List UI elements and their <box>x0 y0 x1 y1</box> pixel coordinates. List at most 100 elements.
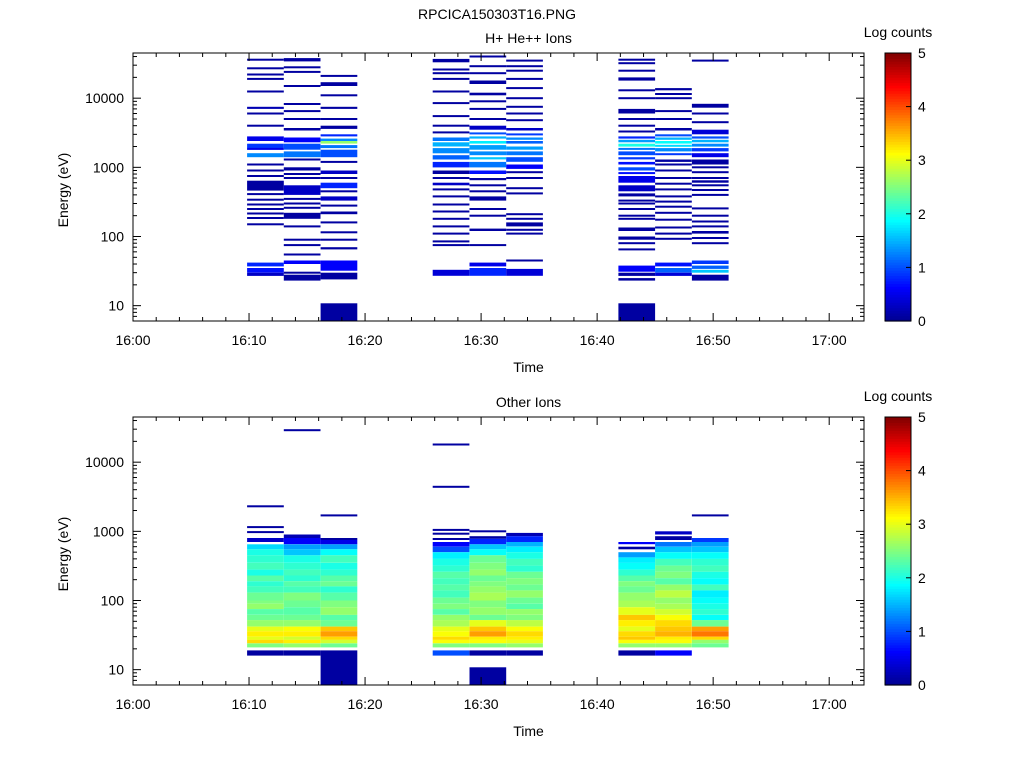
colorbar-swatch <box>885 138 911 143</box>
colorbar-swatch <box>885 170 911 175</box>
panel-1: 16:00 16:10 16:20 16:30 16:40 16:50 17:0010100… <box>55 24 932 375</box>
heatmap-cell <box>469 536 507 539</box>
colorbar-swatch <box>885 516 911 520</box>
colorbar-swatch <box>885 441 911 445</box>
heatmap-cell <box>691 148 729 152</box>
heatmap-cell <box>655 137 692 140</box>
heatmap-cell <box>691 269 729 273</box>
heatmap-cell <box>506 636 543 640</box>
heatmap-cell <box>469 72 507 75</box>
heatmap-cell <box>655 639 692 644</box>
heatmap-cell <box>618 242 656 245</box>
heatmap-cell <box>618 650 656 656</box>
colorbar-swatch <box>885 195 911 199</box>
heatmap-cell <box>320 190 358 193</box>
heatmap-cell <box>506 128 543 131</box>
colorbar-swatch <box>885 259 911 263</box>
colorbar-tick-label: 3 <box>918 516 926 532</box>
heatmap-cell <box>506 69 543 72</box>
heatmap-cell <box>283 118 321 120</box>
heatmap-cell <box>247 592 284 601</box>
colorbar-swatch <box>885 591 911 595</box>
heatmap-cell <box>320 182 358 189</box>
heatmap-cell <box>655 590 692 598</box>
colorbar-swatch <box>885 567 911 571</box>
heatmap-cell <box>432 578 470 585</box>
heatmap-cell <box>506 578 543 585</box>
colorbar-swatch <box>885 240 911 244</box>
colorbar-swatch <box>885 93 911 97</box>
colorbar-swatch <box>885 642 911 646</box>
colorbar-swatch <box>885 422 911 426</box>
heatmap-cell <box>432 188 470 191</box>
heatmap-cell <box>283 137 321 143</box>
heatmap-cell <box>283 173 321 175</box>
colorbar-swatch <box>885 620 911 624</box>
heatmap-cell <box>283 151 321 158</box>
colorbar-swatch <box>885 674 911 678</box>
colorbar-swatch <box>885 85 911 89</box>
colorbar-swatch <box>885 644 911 649</box>
heatmap-cell <box>655 542 692 547</box>
colorbar-swatch <box>885 433 911 437</box>
plot-frame <box>132 416 865 686</box>
heatmap-cell <box>655 148 692 152</box>
heatmap-cell <box>469 636 507 640</box>
heatmap-cell <box>506 614 543 621</box>
colorbar-swatch <box>885 192 911 196</box>
heatmap-cell <box>655 188 692 191</box>
heatmap-cell <box>618 58 656 61</box>
heatmap-cell <box>506 217 543 220</box>
heatmap-cell <box>691 207 729 210</box>
colorbar-swatch <box>885 618 911 622</box>
heatmap-cell <box>691 558 729 566</box>
heatmap-cell <box>283 253 321 256</box>
heatmap-cell <box>283 636 321 640</box>
x-tick-label: 16:50 <box>696 696 731 712</box>
colorbar-swatch <box>885 510 911 515</box>
heatmap-cell <box>691 265 729 269</box>
heatmap-cell <box>618 97 656 100</box>
colorbar-swatch <box>885 87 911 92</box>
colorbar-swatch <box>885 58 911 62</box>
colorbar-swatch <box>885 615 911 619</box>
heatmap-cell <box>469 151 507 156</box>
heatmap-cell <box>691 184 729 187</box>
colorbar-swatch <box>885 69 911 73</box>
heatmap-cell <box>691 214 729 217</box>
heatmap-cell <box>506 59 543 62</box>
colorbar-swatch <box>885 459 911 464</box>
heatmap-cell <box>283 614 321 621</box>
heatmap-cell <box>655 226 692 229</box>
heatmap-cell <box>320 544 358 550</box>
heatmap-cell <box>691 225 729 228</box>
heatmap-cell <box>618 130 656 133</box>
x-tick-label: 17:00 <box>812 696 847 712</box>
heatmap-cell <box>247 212 284 215</box>
heatmap-cell <box>618 586 656 593</box>
heatmap-cell <box>506 228 543 231</box>
heatmap-cell <box>320 540 358 545</box>
heatmap-cell <box>320 631 358 637</box>
heatmap-cell <box>432 485 470 488</box>
heatmap-cell <box>432 538 470 540</box>
x-tick-label: 16:50 <box>696 332 731 348</box>
colorbar-swatch <box>885 508 911 512</box>
heatmap-cell <box>432 584 470 591</box>
colorbar-swatch <box>885 181 911 185</box>
colorbar-swatch <box>885 561 911 565</box>
heatmap-cell <box>655 205 692 208</box>
heatmap-cell <box>469 80 507 84</box>
heatmap-cell <box>655 609 692 615</box>
colorbar-swatch <box>885 430 911 434</box>
heatmap-cell <box>655 536 692 540</box>
heatmap-cell <box>432 650 470 656</box>
heatmap-cell <box>691 180 729 183</box>
heatmap-cell <box>506 542 543 547</box>
heatmap-cell <box>618 303 656 322</box>
panel-title: H+ He++ Ions <box>485 30 572 46</box>
heatmap-cell <box>618 546 656 550</box>
heatmap-cell <box>618 575 656 582</box>
heatmap-cell <box>506 597 543 604</box>
heatmap-cell <box>432 58 470 63</box>
